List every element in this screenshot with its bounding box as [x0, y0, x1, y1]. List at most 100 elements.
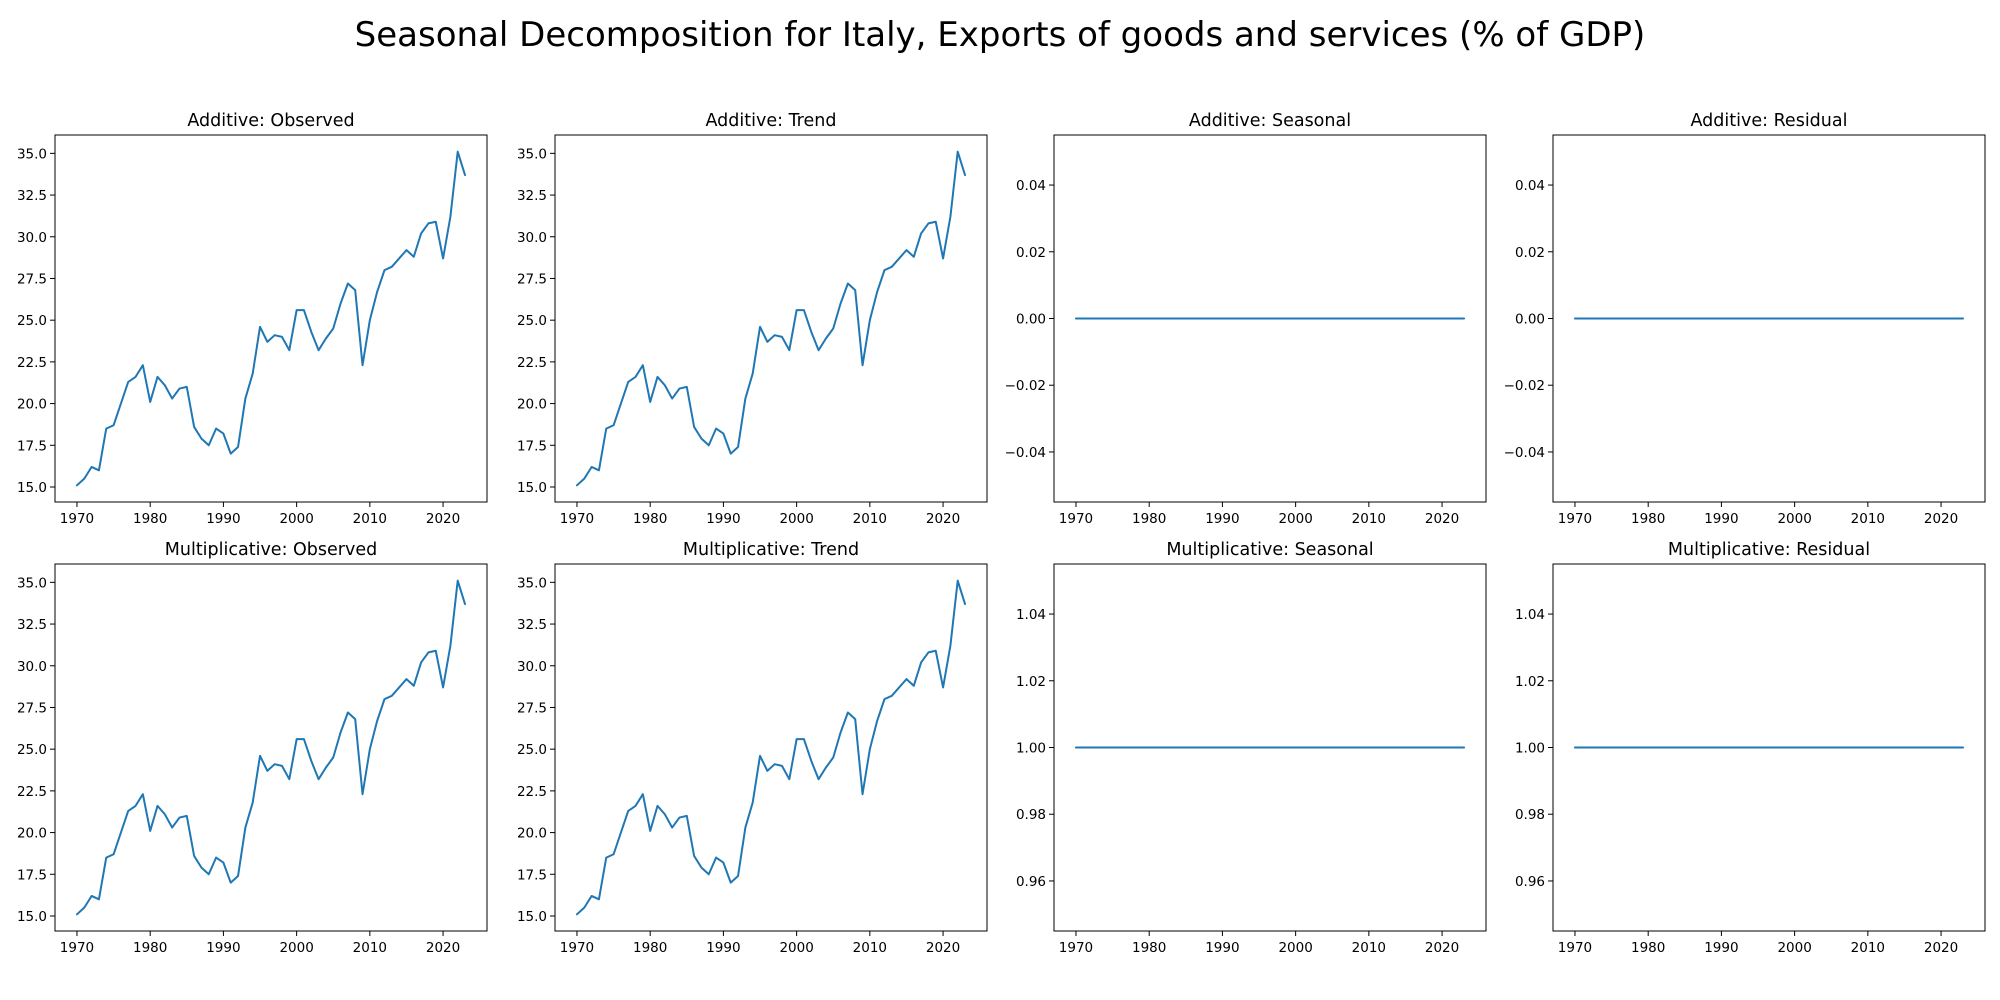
- y-tick-label: 32.5: [517, 188, 547, 204]
- y-tick-label: 27.5: [517, 271, 547, 287]
- x-tick-label: 1990: [206, 511, 240, 527]
- x-tick-label: 2000: [779, 511, 813, 527]
- x-tick-label: 2000: [779, 940, 813, 956]
- y-tick-label: 30.0: [517, 230, 547, 246]
- x-tick-label: 1990: [1205, 511, 1239, 527]
- y-tick-label: 1.04: [1515, 607, 1545, 623]
- x-tick-label: 2020: [1425, 940, 1459, 956]
- x-tick-label: 1970: [1059, 940, 1093, 956]
- x-tick-label: 1970: [1059, 511, 1093, 527]
- x-tick-label: 1990: [1205, 940, 1239, 956]
- x-tick-label: 1990: [706, 511, 740, 527]
- plot-area: [554, 563, 988, 932]
- y-tick-label: 0.04: [1515, 178, 1545, 194]
- x-tick-label: 1970: [560, 940, 594, 956]
- x-tick-label: 1970: [60, 940, 94, 956]
- subplot-multiplicative-trend: Multiplicative: Trend 1970 1980 1990 2000 201…: [517, 540, 988, 956]
- y-tick-label: 32.5: [17, 188, 47, 204]
- subplot-title: Additive: Observed: [187, 111, 354, 131]
- subplot-title: Additive: Trend: [706, 111, 837, 131]
- y-tick-label: −0.02: [1005, 378, 1046, 394]
- x-tick-label: 2010: [353, 511, 387, 527]
- x-tick-label: 2000: [1278, 511, 1312, 527]
- y-tick-label: 1.02: [1515, 674, 1545, 690]
- y-tick-label: 0.96: [1016, 874, 1046, 890]
- x-tick-label: 1970: [560, 511, 594, 527]
- y-tick-label: 20.0: [517, 397, 547, 413]
- x-tick-label: 2020: [1924, 511, 1958, 527]
- plot-area: [1552, 134, 1986, 503]
- y-tick-label: 32.5: [17, 617, 47, 633]
- plot-area: [1053, 563, 1487, 932]
- x-tick-label: 2020: [1924, 940, 1958, 956]
- plot-area: [1552, 563, 1986, 932]
- y-tick-label: 30.0: [17, 659, 47, 675]
- subplot-multiplicative-observed: Multiplicative: Observed 1970 1980 1990 2000…: [17, 540, 488, 956]
- x-tick-label: 1970: [1558, 511, 1592, 527]
- series-line: [75, 150, 467, 487]
- x-tick-label: 2000: [279, 511, 313, 527]
- y-tick-label: 20.0: [17, 397, 47, 413]
- subplot-title: Multiplicative: Observed: [165, 540, 377, 560]
- y-tick-label: 17.5: [517, 867, 547, 883]
- x-tick-label: 2000: [279, 940, 313, 956]
- y-tick-label: 0.98: [1515, 807, 1545, 823]
- y-tick-label: 0.02: [1515, 245, 1545, 261]
- series-line: [75, 579, 467, 916]
- y-tick-label: 25.0: [517, 742, 547, 758]
- x-tick-label: 2010: [1851, 940, 1885, 956]
- x-tick-label: 2000: [1278, 940, 1312, 956]
- x-tick-label: 2000: [1777, 940, 1811, 956]
- x-tick-label: 2020: [1425, 511, 1459, 527]
- y-tick-label: 15.0: [517, 480, 547, 496]
- y-tick-label: 1.00: [1515, 741, 1545, 757]
- x-tick-label: 2020: [426, 511, 460, 527]
- subplot-title: Multiplicative: Seasonal: [1166, 540, 1373, 560]
- subplot-title: Additive: Seasonal: [1189, 111, 1351, 131]
- y-tick-label: −0.04: [1005, 445, 1046, 461]
- y-tick-label: 1.02: [1016, 674, 1046, 690]
- x-tick-label: 2020: [426, 940, 460, 956]
- y-tick-label: −0.02: [1504, 378, 1545, 394]
- plot-area: [54, 563, 488, 932]
- x-tick-label: 1980: [633, 511, 667, 527]
- y-tick-label: 25.0: [17, 742, 47, 758]
- subplot-additive-seasonal: Additive: Seasonal 1970 1980 1990 2000 2010 20…: [1005, 111, 1487, 527]
- x-tick-label: 1990: [206, 940, 240, 956]
- x-tick-label: 2010: [353, 940, 387, 956]
- x-tick-label: 2010: [1352, 940, 1386, 956]
- plot-area: [554, 134, 988, 503]
- y-tick-label: 0.04: [1016, 178, 1046, 194]
- y-tick-label: 27.5: [17, 700, 47, 716]
- x-tick-label: 1980: [1132, 511, 1166, 527]
- x-tick-label: 2020: [926, 511, 960, 527]
- y-tick-label: 35.0: [517, 575, 547, 591]
- x-tick-label: 1970: [60, 511, 94, 527]
- subplot-grid: Additive: Observed 1970 1980 1990 2000 2010 20…: [17, 111, 1986, 956]
- x-tick-label: 1980: [1631, 940, 1665, 956]
- x-tick-label: 1980: [133, 511, 167, 527]
- x-tick-label: 1990: [1704, 511, 1738, 527]
- x-tick-label: 2000: [1777, 511, 1811, 527]
- y-tick-label: 30.0: [17, 230, 47, 246]
- x-tick-label: 2010: [853, 511, 887, 527]
- y-tick-label: 20.0: [517, 826, 547, 842]
- series-line: [575, 579, 967, 916]
- series-line: [575, 150, 967, 487]
- y-tick-label: 25.0: [517, 313, 547, 329]
- x-tick-label: 2020: [926, 940, 960, 956]
- x-tick-label: 1990: [1704, 940, 1738, 956]
- y-tick-label: 20.0: [17, 826, 47, 842]
- y-tick-label: 25.0: [17, 313, 47, 329]
- y-tick-label: 0.96: [1515, 874, 1545, 890]
- subplot-multiplicative-residual: Multiplicative: Residual 1970 1980 1990 2000…: [1515, 540, 1986, 956]
- y-tick-label: 0.00: [1515, 312, 1545, 328]
- subplot-title: Multiplicative: Residual: [1668, 540, 1870, 560]
- subplot-additive-residual: Additive: Residual 1970 1980 1990 2000 2010 20…: [1504, 111, 1986, 527]
- y-tick-label: 17.5: [517, 438, 547, 454]
- x-tick-label: 2010: [1851, 511, 1885, 527]
- y-tick-label: −0.04: [1504, 445, 1545, 461]
- x-tick-label: 1990: [706, 940, 740, 956]
- x-tick-label: 1980: [133, 940, 167, 956]
